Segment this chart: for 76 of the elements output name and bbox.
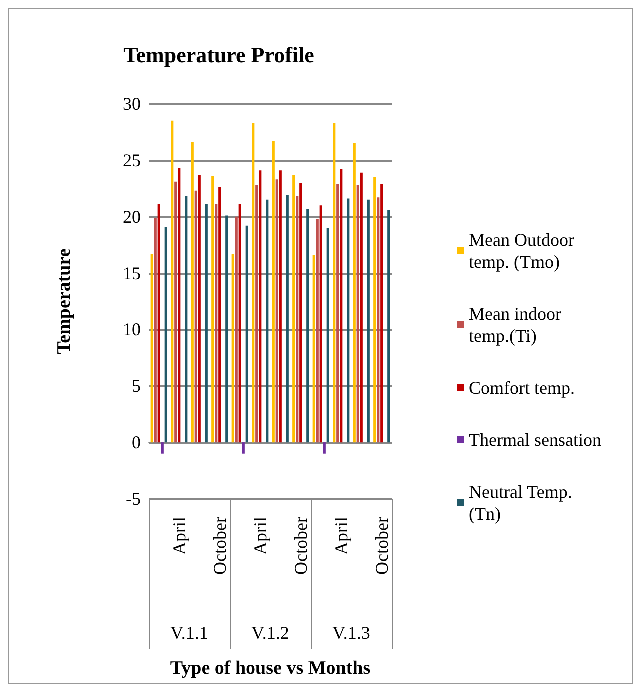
bar (235, 216, 238, 443)
chart-title: Temperature Profile (124, 42, 315, 68)
bar (242, 442, 245, 454)
bar (360, 172, 363, 443)
bar (353, 144, 356, 443)
bar (198, 175, 201, 443)
bar (272, 141, 275, 443)
bar (388, 210, 390, 443)
bar (194, 190, 198, 443)
y-tick-label: 0 (132, 432, 141, 453)
bar (164, 227, 168, 443)
bar (380, 184, 384, 443)
bar (178, 168, 181, 443)
bar (232, 254, 234, 443)
bar (256, 185, 258, 443)
bar (191, 142, 194, 443)
bar (238, 204, 242, 443)
bar (215, 204, 218, 443)
text: V.1.3 (332, 623, 370, 643)
bar (185, 196, 188, 443)
y-tick-label: 5 (132, 376, 141, 396)
x-tick-label: October (372, 517, 392, 575)
bar (374, 177, 376, 443)
x-tick-label: October (290, 517, 311, 575)
bar (333, 123, 336, 443)
text: V.1.1 (170, 623, 208, 643)
bar (292, 175, 296, 443)
bar (316, 219, 319, 443)
bar (266, 200, 269, 443)
bar (150, 254, 154, 443)
legend-label: Mean indoor temp.(Ti) (469, 304, 566, 346)
bar (296, 196, 299, 443)
bar (218, 188, 222, 443)
bar (226, 216, 228, 443)
bar (154, 218, 157, 443)
bar (171, 120, 174, 443)
bar (212, 176, 214, 443)
bar (326, 228, 330, 443)
x-tick-label: April (250, 517, 270, 555)
bar (340, 169, 343, 443)
x-tick-label: April (169, 517, 190, 555)
bar (246, 226, 248, 443)
bar (306, 208, 310, 443)
y-tick-label: 25 (123, 150, 141, 170)
legend-label: Neutral Temp. (Tn) (469, 482, 577, 524)
bar (205, 204, 208, 443)
bar (336, 184, 340, 443)
bar (347, 198, 350, 443)
legend-label: Comfort temp. (469, 378, 575, 398)
bar (279, 170, 282, 443)
bar (300, 183, 302, 443)
y-tick-label: -5 (126, 489, 141, 509)
bar (323, 442, 326, 454)
bar (320, 206, 322, 443)
bar (158, 204, 160, 443)
legend-label: Thermal sensation (469, 430, 602, 450)
bar (252, 123, 255, 443)
x-axis-title: Type of house vs Months (170, 658, 371, 679)
bar (161, 442, 164, 454)
text: V.1.2 (252, 623, 290, 643)
bar (276, 180, 278, 443)
bar (312, 255, 316, 443)
bar (377, 198, 380, 443)
y-tick-label: 30 (123, 94, 141, 114)
y-axis-title: Temperature (54, 248, 75, 354)
legend-label: Mean Outdoor temp. (Tmo) (469, 230, 579, 272)
y-tick-label: 15 (123, 263, 141, 284)
x-tick-label: April (331, 517, 352, 555)
bar (259, 170, 262, 443)
bar (356, 185, 360, 443)
y-tick-label: 10 (123, 320, 141, 340)
bar (174, 182, 178, 443)
y-tick-label: 20 (123, 206, 141, 227)
bar (286, 195, 289, 443)
x-tick-label: October (210, 517, 230, 575)
bar (367, 200, 370, 443)
